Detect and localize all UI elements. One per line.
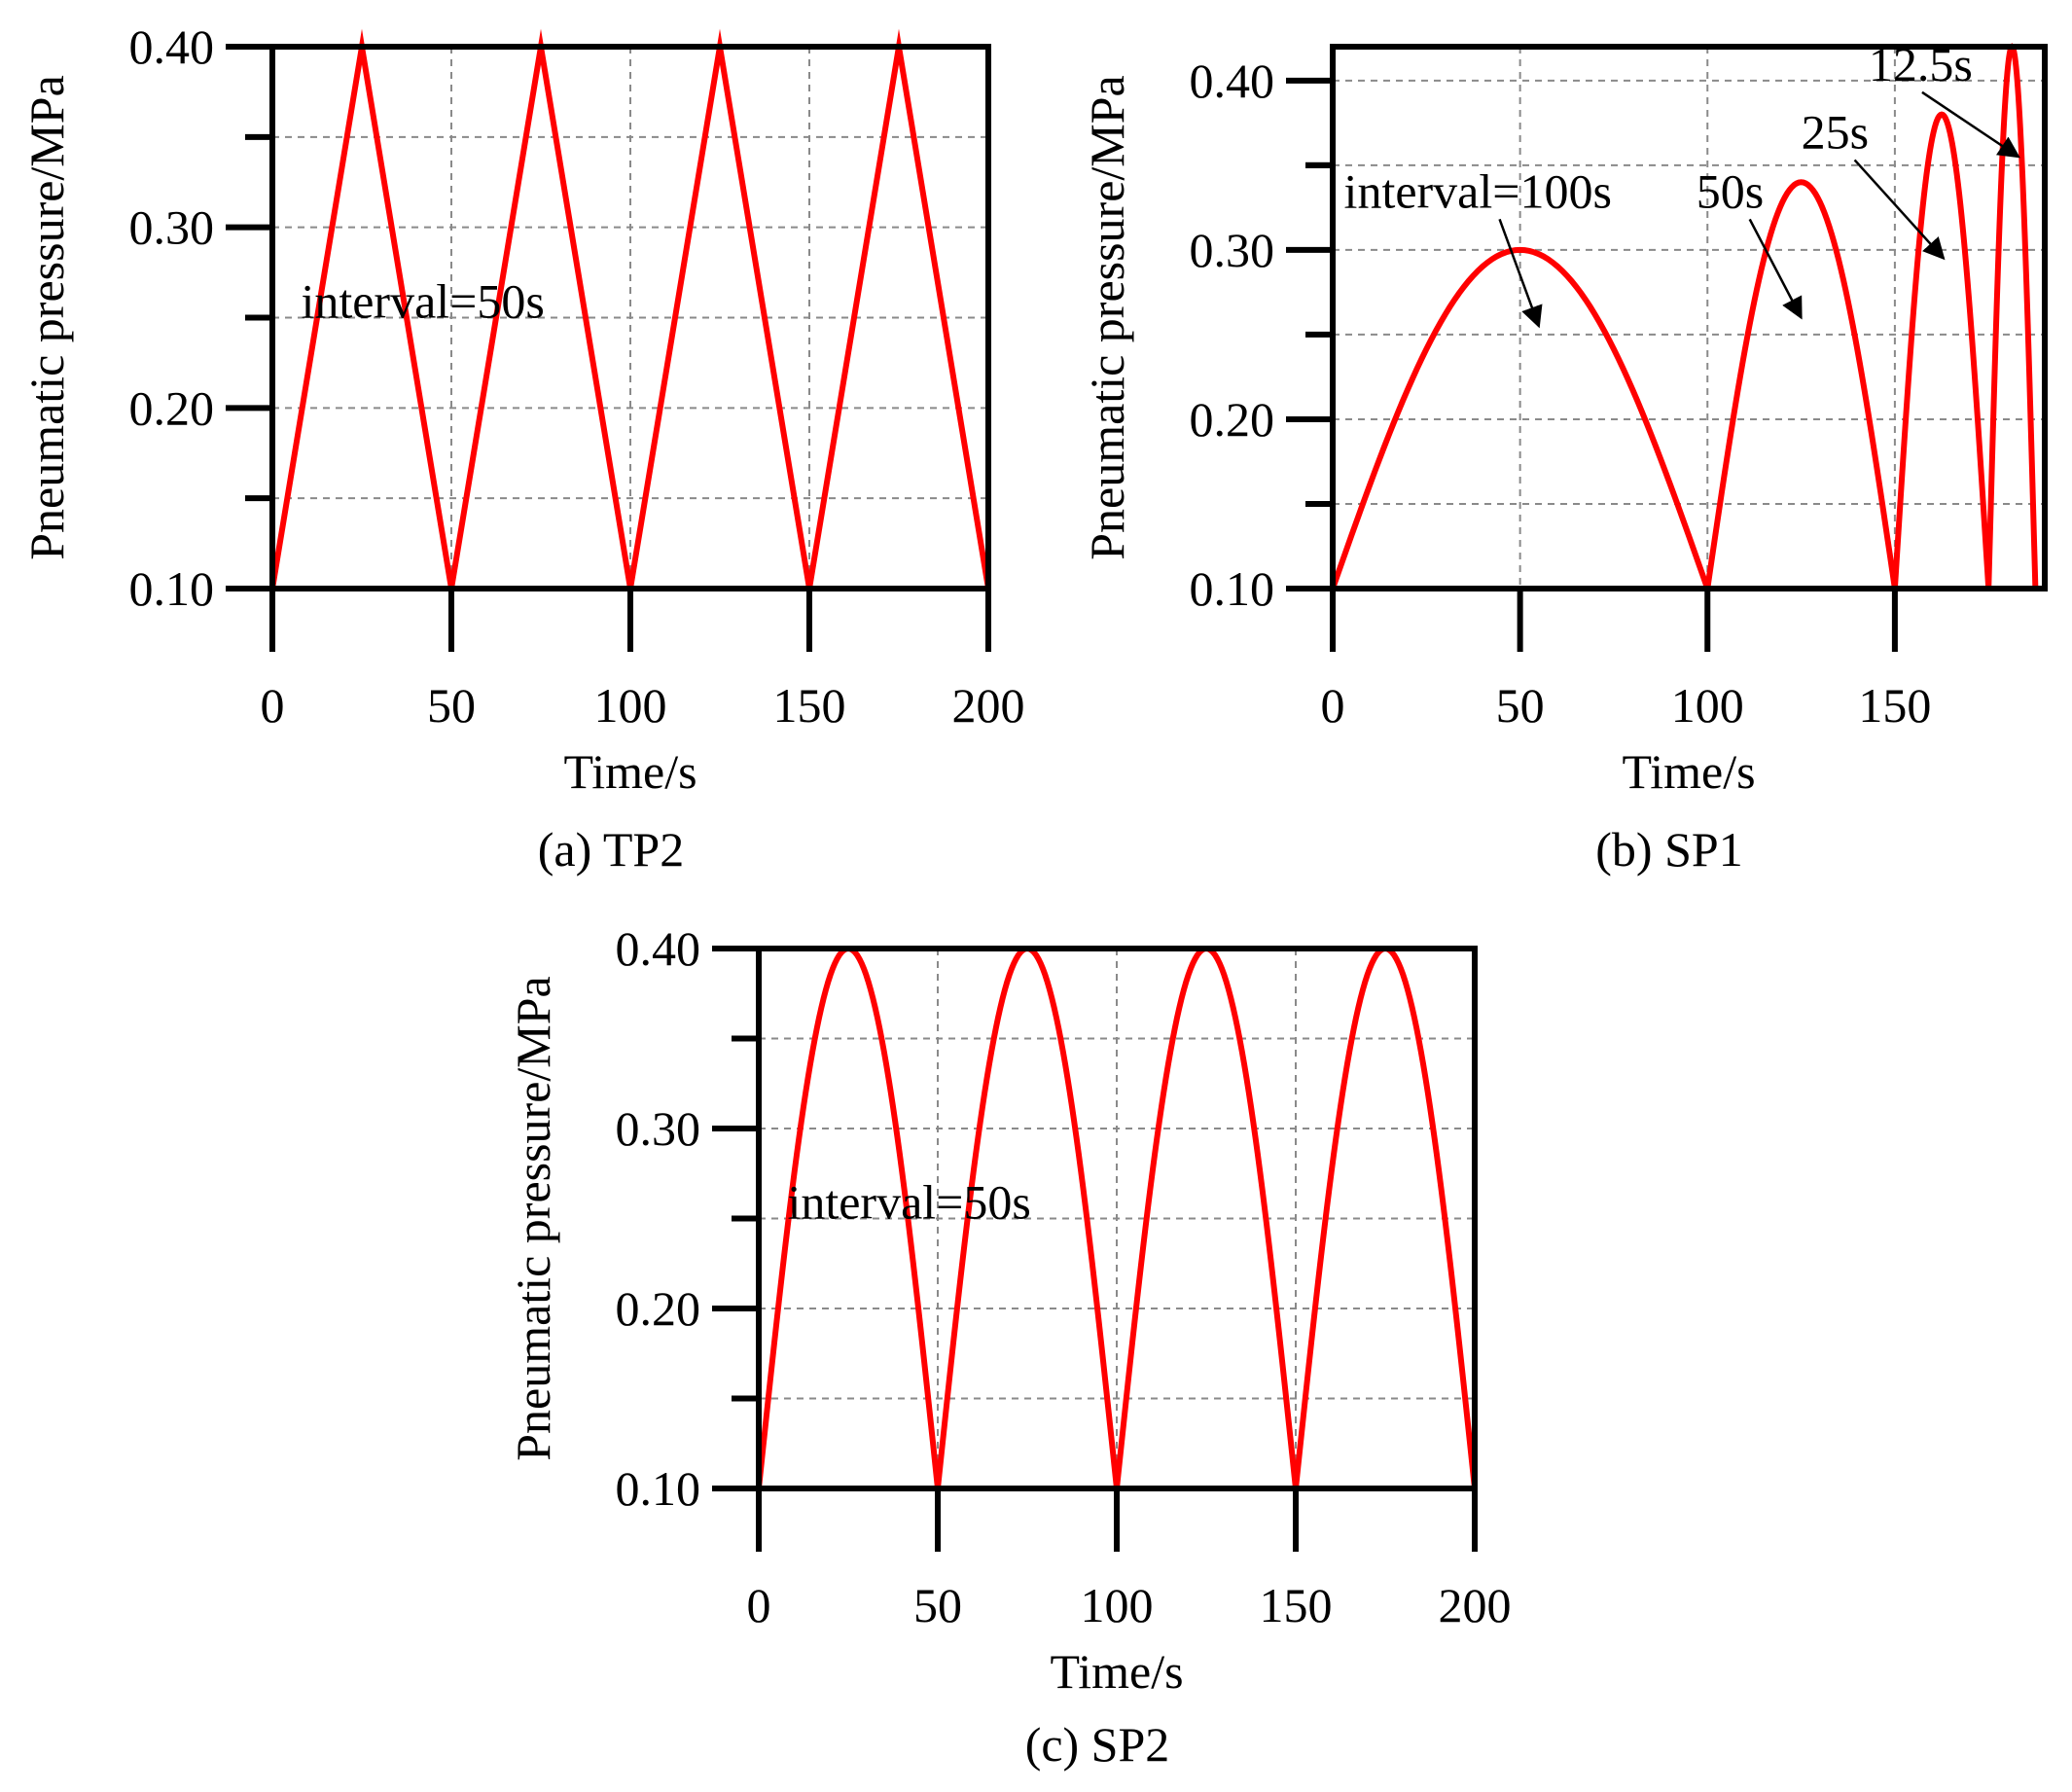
x-axis-title: Time/s bbox=[563, 744, 697, 799]
x-tick-label: 150 bbox=[1260, 1578, 1333, 1632]
y-tick-label: 0.20 bbox=[129, 380, 215, 435]
y-tick-label: 0.10 bbox=[129, 561, 215, 616]
x-tick-label: 50 bbox=[427, 678, 476, 733]
y-axis-title: Pneumatic pressure/MPa bbox=[19, 75, 74, 560]
annotation-arrow bbox=[1498, 218, 1543, 329]
x-tick-label: 100 bbox=[1081, 1578, 1154, 1632]
x-tick-label: 200 bbox=[1439, 1578, 1512, 1632]
y-axis-title: Pneumatic pressure/MPa bbox=[1080, 75, 1134, 560]
y-tick-label: 0.30 bbox=[616, 1101, 701, 1156]
chart-panel-b: 0.10 0.20 0.30 0.40 0 50 100 150 Time/s Pneumatic… bbox=[1080, 37, 2048, 877]
x-tick-label: 150 bbox=[1858, 678, 1931, 733]
x-tick-label: 0 bbox=[261, 678, 285, 733]
x-tick-label: 50 bbox=[913, 1578, 962, 1632]
annotation-label: interval=100s bbox=[1344, 163, 1612, 218]
y-axis-title: Pneumatic pressure/MPa bbox=[506, 976, 560, 1461]
panel-caption: (c) SP2 bbox=[1025, 1717, 1170, 1772]
plot-frame bbox=[1330, 44, 2048, 591]
x-tick-label: 100 bbox=[1671, 678, 1744, 733]
panel-caption: (b) SP1 bbox=[1595, 822, 1742, 877]
series-line-SP1 bbox=[1330, 43, 2039, 617]
x-tick-label: 200 bbox=[952, 678, 1025, 733]
y-tick-label: 0.30 bbox=[1190, 223, 1275, 277]
y-tick-label: 0.40 bbox=[129, 19, 215, 74]
panel-caption: (a) TP2 bbox=[538, 822, 684, 877]
x-axis-title: Time/s bbox=[1622, 744, 1755, 799]
y-tick-label: 0.40 bbox=[1190, 54, 1275, 108]
y-tick-label: 0.30 bbox=[129, 200, 215, 255]
x-tick-label: 0 bbox=[1321, 678, 1345, 733]
annotation-label: 12.5s bbox=[1869, 37, 1973, 91]
x-tick-label: 50 bbox=[1496, 678, 1545, 733]
x-tick-label: 100 bbox=[594, 678, 667, 733]
x-axis-title: Time/s bbox=[1050, 1644, 1183, 1699]
y-tick-label: 0.40 bbox=[616, 921, 701, 976]
y-tick-label: 0.20 bbox=[616, 1281, 701, 1336]
annotation-arrow bbox=[1853, 159, 1946, 261]
y-tick-label: 0.10 bbox=[616, 1461, 701, 1516]
annotation-label: interval=50s bbox=[787, 1175, 1030, 1230]
chart-panel-c: 0.10 0.20 0.30 0.40 0 50 100 150 200 Time/s Pneuma… bbox=[506, 921, 1512, 1772]
annotation-label: interval=50s bbox=[301, 274, 544, 329]
annotation-label: 50s bbox=[1697, 163, 1764, 218]
x-tick-label: 150 bbox=[773, 678, 846, 733]
annotation-arrow bbox=[1921, 90, 2020, 159]
annotation-arrow bbox=[1748, 218, 1803, 320]
annotation-label: 25s bbox=[1802, 104, 1869, 159]
y-tick-label: 0.10 bbox=[1190, 561, 1275, 616]
x-tick-label: 0 bbox=[747, 1578, 771, 1632]
chart-panel-a: 0.10 0.20 0.30 0.40 0 50 100 150 200 Time/s Pneuma… bbox=[19, 19, 1025, 877]
y-tick-label: 0.20 bbox=[1190, 392, 1275, 447]
